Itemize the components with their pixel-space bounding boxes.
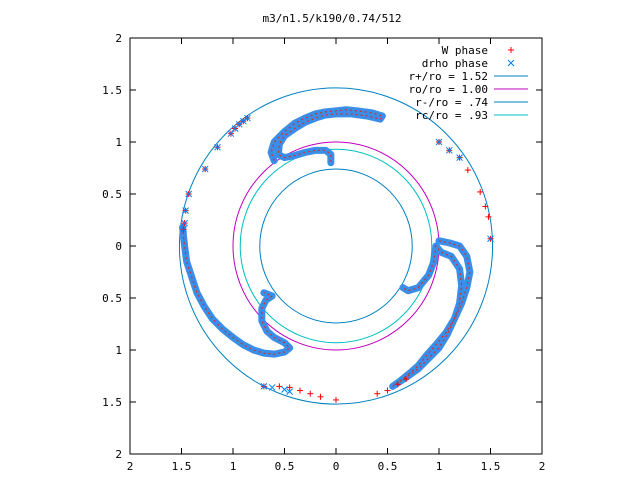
x-marker bbox=[227, 130, 235, 138]
x-marker bbox=[180, 226, 187, 233]
x-marker bbox=[214, 143, 221, 151]
x-tick-label: 1.5 bbox=[481, 460, 501, 473]
y-tick-label: 1.5 bbox=[102, 396, 122, 409]
legend-label: ro/ro = 1.00 bbox=[409, 83, 488, 96]
legend-label: W phase bbox=[442, 44, 488, 57]
y-tick-label: 1.5 bbox=[102, 84, 122, 97]
x-ticks: 2 1.5 1 0.5 0 0.5 1 1.5 2 bbox=[127, 38, 546, 473]
plus-marker bbox=[317, 393, 324, 400]
x-marker bbox=[435, 138, 443, 146]
x-marker bbox=[487, 235, 494, 243]
circles bbox=[178, 87, 494, 405]
y-ticks: 2 1.5 1 0.5 0 0.5 1 1.5 2 bbox=[102, 32, 542, 461]
curve-upper-arc bbox=[267, 106, 386, 167]
y-tick-label: 1 bbox=[115, 344, 122, 357]
circle-0.74 bbox=[259, 168, 413, 324]
curve-overlay-left-arc bbox=[181, 227, 291, 355]
plus-marker bbox=[307, 390, 314, 397]
y-tick-label: 2 bbox=[115, 32, 122, 45]
chart-title: m3/n1.5/k190/0.74/512 bbox=[262, 12, 401, 25]
x-marker bbox=[281, 386, 288, 393]
curve-overlay-right-arc bbox=[392, 240, 471, 387]
legend-label: drho phase bbox=[422, 57, 488, 70]
x-tick-label: 0 bbox=[333, 460, 340, 473]
legend-label: rc/ro = .93 bbox=[415, 109, 488, 122]
x-marker bbox=[260, 383, 268, 390]
plus-marker bbox=[477, 188, 484, 195]
x-tick-label: 1 bbox=[230, 460, 237, 473]
plus-marker bbox=[464, 167, 471, 174]
plus-marker bbox=[482, 203, 489, 210]
markers bbox=[180, 47, 515, 403]
x-tick-label: 1 bbox=[436, 460, 443, 473]
x-marker bbox=[445, 146, 453, 154]
x-marker bbox=[268, 384, 276, 391]
circle-0.93 bbox=[239, 148, 433, 344]
x-marker bbox=[456, 154, 463, 161]
legend-label: r-/ro = .74 bbox=[415, 96, 488, 109]
plus-marker bbox=[276, 383, 283, 390]
x-tick-label: 0.5 bbox=[275, 460, 295, 473]
plus-marker bbox=[485, 213, 492, 220]
x-marker bbox=[244, 114, 251, 122]
x-marker bbox=[185, 190, 193, 198]
curves bbox=[179, 106, 474, 390]
plus-marker bbox=[296, 387, 303, 394]
x-tick-label: 0.5 bbox=[378, 460, 398, 473]
x-marker bbox=[201, 165, 209, 173]
plus-marker bbox=[286, 384, 293, 391]
plus-marker bbox=[394, 381, 401, 388]
x-marker bbox=[507, 59, 515, 67]
x-marker bbox=[181, 219, 188, 227]
plus-marker bbox=[384, 387, 391, 394]
circle-1.52 bbox=[178, 87, 494, 405]
plus-marker bbox=[508, 47, 514, 53]
x-tick-label: 2 bbox=[539, 460, 546, 473]
y-tick-label: 0 bbox=[115, 240, 122, 253]
x-marker bbox=[286, 388, 294, 395]
x-tick-label: 2 bbox=[127, 460, 134, 473]
y-tick-label: 0.5 bbox=[102, 292, 122, 305]
plus-marker bbox=[403, 376, 410, 383]
y-tick-label: 2 bbox=[115, 448, 122, 461]
x-marker bbox=[239, 117, 247, 125]
plus-marker bbox=[333, 396, 339, 403]
legend-label: r+/ro = 1.52 bbox=[409, 70, 488, 83]
x-marker bbox=[182, 207, 189, 214]
x-marker bbox=[235, 120, 243, 128]
x-tick-label: 1.5 bbox=[172, 460, 192, 473]
plus-marker bbox=[374, 390, 381, 397]
y-tick-label: 1 bbox=[115, 136, 122, 149]
y-tick-label: 0.5 bbox=[102, 188, 122, 201]
curve-overlay-upper-arc bbox=[270, 109, 384, 163]
